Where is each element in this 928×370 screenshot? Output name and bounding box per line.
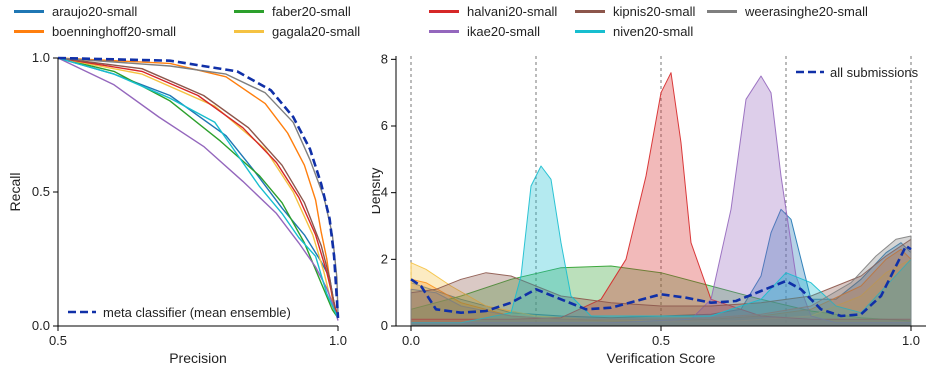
density-chart: 0.0 0.5 1.0 0 2 4 6 8 Verification Score Density a…: [372, 51, 926, 366]
legend-item-ikae20-small: ikae20-small: [429, 24, 540, 39]
legend-swatch: [575, 10, 605, 13]
y-tick-label: 0.0: [32, 318, 50, 333]
y-tick-label: 4: [381, 185, 388, 200]
legend-label: gagala20-small: [272, 24, 361, 39]
legend-label: niven20-small: [613, 24, 694, 39]
y-axis-label: Density: [372, 168, 383, 215]
y-tick-label: 8: [381, 51, 388, 66]
y-tick-label: 2: [381, 251, 388, 266]
x-tick-label: 0.5: [652, 333, 670, 348]
x-axis-label: Verification Score: [607, 350, 716, 366]
legend-swatch: [707, 10, 737, 13]
density-area-boenninghoff20-small: [410, 248, 912, 327]
legend-item-gagala20-small: gagala20-small: [234, 24, 360, 39]
legend-swatch: [429, 10, 459, 13]
pr-line-weerasinghe20-small: [58, 57, 339, 316]
x-tick-label: 1.0: [329, 333, 347, 348]
x-tick-label: 0.0: [402, 333, 420, 348]
legend-swatch: [429, 30, 459, 33]
pr-line-halvani20-small: [58, 57, 339, 316]
legend-item-araujo20-small: araujo20-small: [14, 4, 137, 19]
inner-legend-label: meta classifier (mean ensemble): [103, 305, 291, 320]
legend-label: weerasinghe20-small: [745, 4, 868, 19]
legend-swatch: [14, 30, 44, 33]
figure-legend: araujo20-small boenninghoff20-small faber2…: [0, 0, 928, 42]
pr-line-meta-classifier-mean-ensemble: [58, 56, 340, 319]
y-tick-label: 0.5: [32, 184, 50, 199]
density-area-weerasinghe20-small: [410, 235, 912, 327]
legend-item-kipnis20-small: kipnis20-small: [575, 4, 695, 19]
density-area-niven20-small: [410, 165, 912, 327]
legend-item-boenninghoff20-small: boenninghoff20-small: [14, 24, 176, 39]
legend-swatch: [234, 10, 264, 13]
legend-label: faber20-small: [272, 4, 351, 19]
legend-label: halvani20-small: [467, 4, 558, 19]
x-axis-label: Precision: [169, 350, 227, 366]
density-line-all-submissions: [410, 244, 912, 318]
pr-line-niven20-small: [58, 57, 339, 319]
legend-item-halvani20-small: halvani20-small: [429, 4, 557, 19]
density-area-ikae20-small: [410, 75, 912, 327]
y-tick-label: 0: [381, 318, 388, 333]
legend-item-faber20-small: faber20-small: [234, 4, 351, 19]
legend-swatch: [14, 10, 44, 13]
x-tick-label: 1.0: [902, 333, 920, 348]
legend-label: kipnis20-small: [613, 4, 696, 19]
legend-swatch: [234, 30, 264, 33]
legend-label: boenninghoff20-small: [52, 24, 177, 39]
legend-item-niven20-small: niven20-small: [575, 24, 693, 39]
pr-line-ikae20-small: [58, 57, 339, 321]
density-area-halvani20-small: [410, 72, 912, 327]
y-tick-label: 1.0: [32, 50, 50, 65]
x-tick-label: 0.5: [49, 333, 67, 348]
legend-swatch: [575, 30, 605, 33]
pr-line-gagala20-small: [58, 57, 339, 316]
density-area-kipnis20-small: [410, 238, 912, 327]
density-area-faber20-small: [410, 265, 912, 327]
y-axis-label: Recall: [7, 173, 23, 212]
inner-legend-label: all submissions: [830, 65, 919, 80]
legend-item-weerasinghe20-small: weerasinghe20-small: [707, 4, 868, 19]
legend-label: ikae20-small: [467, 24, 540, 39]
y-tick-label: 6: [381, 118, 388, 133]
legend-label: araujo20-small: [52, 4, 138, 19]
pr-line-kipnis20-small: [58, 57, 339, 319]
